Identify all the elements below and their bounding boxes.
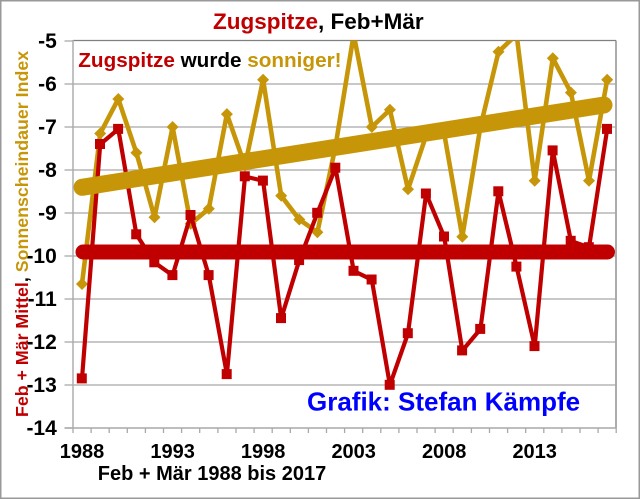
svg-text:Zugspitze wurde sonniger!: Zugspitze wurde sonniger! xyxy=(78,49,341,72)
svg-text:Feb + Mär Mittel, Sonnenschein: Feb + Mär Mittel, Sonnenscheindauer Inde… xyxy=(12,51,32,417)
svg-text:-8: -8 xyxy=(38,159,57,182)
svg-text:-7: -7 xyxy=(38,116,57,139)
svg-text:2003: 2003 xyxy=(331,441,376,463)
svg-text:-5: -5 xyxy=(38,30,57,53)
svg-text:-14: -14 xyxy=(26,417,57,440)
svg-text:-11: -11 xyxy=(28,288,58,311)
svg-text:Zugspitze, Feb+Mär: Zugspitze, Feb+Mär xyxy=(213,9,424,34)
svg-text:-6: -6 xyxy=(38,73,57,96)
svg-text:-12: -12 xyxy=(26,331,56,354)
svg-text:1998: 1998 xyxy=(241,441,286,463)
svg-text:Feb + Mär 1988 bis 2017: Feb + Mär 1988 bis 2017 xyxy=(98,463,326,485)
svg-text:1993: 1993 xyxy=(150,441,195,463)
svg-text:1988: 1988 xyxy=(60,441,105,463)
svg-text:-9: -9 xyxy=(38,202,57,225)
svg-text:2013: 2013 xyxy=(512,441,557,463)
svg-text:Grafik: Stefan Kämpfe: Grafik: Stefan Kämpfe xyxy=(307,387,580,417)
svg-text:2008: 2008 xyxy=(422,441,467,463)
svg-text:-10: -10 xyxy=(26,245,56,268)
svg-text:-13: -13 xyxy=(26,374,56,397)
